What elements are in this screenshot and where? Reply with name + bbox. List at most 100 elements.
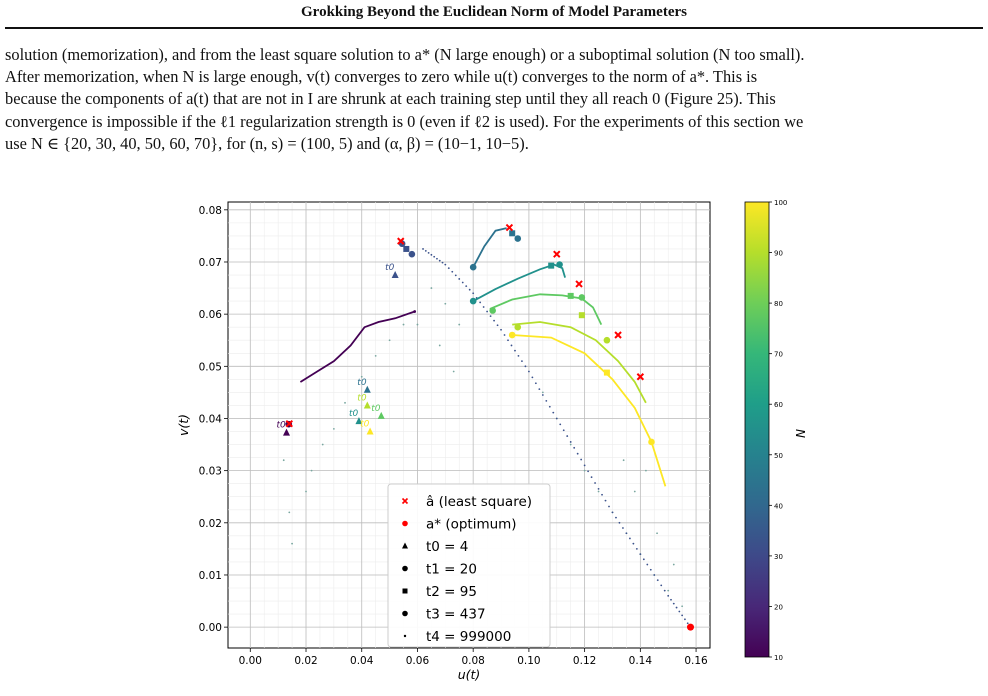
decay-curve-point — [590, 476, 593, 479]
scatter-point — [282, 459, 285, 462]
y-tick-label: 0.02 — [199, 518, 222, 530]
decay-curve-point — [580, 458, 583, 461]
decay-curve-point — [583, 464, 586, 467]
scatter-point — [656, 532, 658, 535]
decay-curve-point — [678, 610, 681, 613]
legend-marker-square — [402, 588, 408, 594]
scatter-point — [344, 401, 346, 404]
decay-curve-point — [625, 532, 628, 535]
scatter-point — [633, 490, 636, 493]
decay-curve-point — [642, 558, 645, 561]
t0-marker — [363, 385, 371, 393]
decay-curve-point — [534, 382, 537, 385]
t0-label: t0 — [360, 420, 370, 430]
decay-curve-point — [496, 324, 499, 327]
decay-curve-point — [486, 310, 489, 313]
x-tick-label: 0.10 — [517, 655, 540, 667]
y-tick-label: 0.06 — [199, 309, 223, 321]
legend-entry-label: t3 = 437 — [426, 607, 486, 623]
scatter-point — [402, 323, 405, 326]
t0-label: t0 — [385, 263, 395, 273]
decay-curve-point — [458, 278, 461, 280]
colorbar-tick-label: 60 — [774, 401, 783, 409]
y-tick-label: 0.00 — [199, 622, 222, 634]
decay-curve-point — [524, 365, 527, 368]
running-header: Grokking Beyond the Euclidean Norm of Mo… — [301, 4, 687, 20]
t0-label: t0 — [277, 421, 287, 431]
lsq-marker — [397, 237, 405, 245]
decay-curve-point — [649, 568, 652, 571]
decay-curve-point — [559, 423, 562, 426]
decay-curve-point — [555, 417, 558, 420]
colorbar-tick-label: 40 — [774, 502, 783, 510]
t2-marker — [603, 369, 610, 376]
x-axis-label: u(t) — [458, 667, 481, 682]
y-axis-label: v(t) — [176, 414, 191, 436]
decay-curve-point — [438, 259, 441, 262]
x-tick-label: 0.12 — [573, 655, 596, 667]
decay-curve-point — [514, 349, 516, 352]
decay-curve-point — [635, 547, 638, 550]
decay-curve-point — [436, 257, 438, 260]
scatter-point — [672, 563, 675, 566]
decay-curve-point — [675, 606, 678, 609]
x-tick-label: 0.00 — [239, 655, 262, 667]
t0-marker — [363, 401, 371, 409]
x-tick-label: 0.16 — [684, 655, 708, 667]
decay-curve-point — [472, 292, 475, 295]
paragraph-line-1: solution (memorization), and from the le… — [5, 45, 805, 64]
decay-curve-point — [562, 429, 565, 432]
decay-curve-point — [541, 394, 544, 396]
t3-marker — [603, 336, 611, 344]
colorbar-tick-label: 80 — [774, 300, 783, 308]
decay-curve-point — [611, 511, 614, 514]
decay-curve-point — [601, 493, 603, 496]
decay-curve-point — [552, 411, 555, 414]
trajectory-N50 — [472, 263, 566, 302]
y-tick-label: 0.04 — [199, 413, 223, 425]
paragraph-line-3: because the components of a(t) that are … — [5, 89, 776, 109]
legend-entry-label: t1 = 20 — [426, 562, 477, 578]
t0-label: t0 — [357, 393, 367, 403]
t1-marker — [469, 263, 477, 271]
decay-curve-point — [672, 602, 675, 605]
scatter-point — [458, 323, 461, 326]
t0-label: t0 — [371, 404, 381, 414]
scatter-point — [374, 354, 377, 357]
decay-curve-point — [656, 579, 659, 582]
decay-curve-point — [503, 334, 506, 336]
x-tick-label: 0.14 — [629, 655, 653, 667]
t3-marker — [514, 235, 522, 242]
decay-curve-point — [422, 248, 424, 250]
x-tick-label: 0.04 — [350, 655, 374, 667]
legend-entry-label: t2 = 95 — [426, 584, 477, 600]
t1-marker — [469, 297, 477, 305]
header-rule — [5, 27, 983, 29]
colorbar-label: N — [794, 429, 808, 438]
legend: â (least square) a* (optimum) t0 = 4 t1 = 2… — [387, 483, 551, 648]
decay-curve-point — [510, 344, 513, 347]
scatter-point — [444, 302, 447, 305]
t3-marker — [408, 250, 416, 258]
decay-curve-point — [441, 261, 444, 264]
decay-curve-point — [684, 618, 686, 621]
decay-curve-point — [430, 253, 433, 256]
t0-marker — [355, 417, 363, 425]
colorbar-tick-label: 100 — [774, 199, 787, 207]
trajectory-N20 — [299, 310, 415, 383]
decay-curve-point — [447, 267, 450, 270]
trajectory-N40 — [472, 227, 507, 268]
decay-curve-point — [639, 553, 642, 556]
decay-curve-point — [628, 537, 631, 540]
decay-curve-point — [604, 499, 607, 502]
decay-curve-point — [424, 250, 427, 252]
colorbar-tick-label: 30 — [774, 553, 783, 561]
lsq-marker — [553, 250, 561, 258]
decay-curve-point — [686, 622, 689, 625]
decay-curve-point — [493, 319, 495, 322]
colorbar-tick-label: 50 — [774, 452, 783, 460]
t3-marker — [578, 294, 586, 301]
t3-marker — [556, 261, 563, 268]
x-tick-label: 0.02 — [294, 655, 317, 667]
decay-curve-point — [681, 614, 684, 617]
